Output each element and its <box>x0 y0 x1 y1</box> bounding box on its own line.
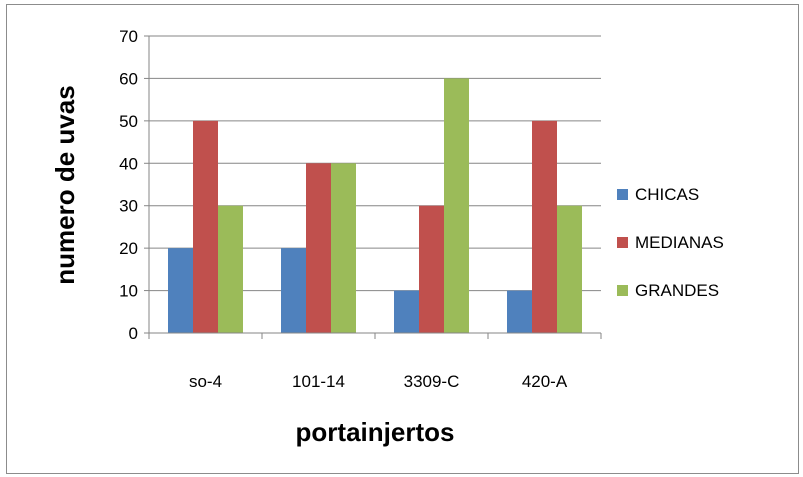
chart-frame <box>6 4 799 474</box>
y-tick-label: 70 <box>119 27 138 46</box>
y-tick-label: 60 <box>119 69 138 88</box>
bar-chicas <box>394 290 419 333</box>
bar-chicas <box>168 248 193 333</box>
y-tick-label: 40 <box>119 154 138 173</box>
y-tick-labels: 0 10 20 30 40 50 60 70 <box>119 27 149 343</box>
x-tick-label: 420-A <box>522 372 568 391</box>
legend-label-chicas: CHICAS <box>635 185 699 204</box>
x-tick-label: 101-14 <box>292 372 345 391</box>
bar-medianas <box>193 120 218 333</box>
bar-medianas <box>306 163 331 333</box>
bar-medianas <box>532 120 557 333</box>
x-axis-title: portainjertos <box>296 417 455 447</box>
y-tick-label: 50 <box>119 112 138 131</box>
legend-label-medianas: MEDIANAS <box>635 233 724 252</box>
y-tick-label: 30 <box>119 197 138 216</box>
bar-chicas <box>507 290 532 333</box>
bar-grandes <box>331 163 356 333</box>
y-tick-label: 20 <box>119 239 138 258</box>
legend-swatch-grandes <box>617 285 628 296</box>
bar-chicas <box>281 248 306 333</box>
bar-grandes <box>218 205 243 333</box>
y-tick-label: 0 <box>129 324 138 343</box>
x-tick-label: 3309-C <box>404 372 460 391</box>
y-axis-title: numero de uvas <box>50 85 80 284</box>
legend-label-grandes: GRANDES <box>635 281 719 300</box>
legend-swatch-medianas <box>617 237 628 248</box>
y-tick-label: 10 <box>119 282 138 301</box>
legend: CHICAS MEDIANAS GRANDES <box>617 185 724 300</box>
bars <box>168 78 582 333</box>
x-tick-labels: so-4 101-14 3309-C 420-A <box>148 333 602 391</box>
bar-grandes <box>444 78 469 333</box>
x-tick-label: so-4 <box>189 372 222 391</box>
legend-swatch-chicas <box>617 189 628 200</box>
bar-medianas <box>419 205 444 333</box>
bar-grandes <box>557 205 582 333</box>
